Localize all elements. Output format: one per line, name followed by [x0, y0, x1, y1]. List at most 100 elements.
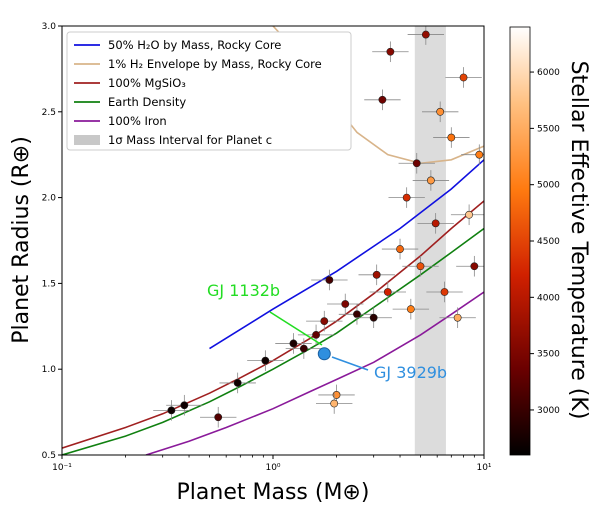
point-marker [447, 133, 456, 142]
colorbar-tick-label: 4000 [537, 293, 560, 303]
point-marker [402, 193, 411, 202]
data-points [153, 26, 484, 428]
legend-box [66, 31, 352, 151]
data-point [153, 400, 190, 421]
point-marker [180, 401, 189, 410]
point-marker [312, 330, 320, 339]
point-marker [412, 159, 421, 168]
point-marker [475, 150, 484, 159]
point-marker [396, 245, 404, 253]
data-point [461, 144, 484, 165]
y-axis-ticks: 0.5 1.0 1.5 2.0 2.5 3.0 [42, 22, 62, 461]
colorbar-tick-label: 3500 [537, 350, 560, 360]
model-curve-2 [62, 200, 484, 449]
point-marker [353, 310, 361, 319]
mass-interval-band [414, 26, 446, 455]
colorbar-tick-label: 4500 [537, 237, 560, 247]
data-point [275, 333, 312, 354]
data-point [306, 310, 343, 332]
point-marker [214, 413, 223, 422]
point-marker [406, 305, 415, 314]
point-marker [330, 399, 339, 408]
point-marker [233, 379, 242, 387]
data-point [327, 293, 364, 315]
data-point [358, 264, 395, 286]
data-point [316, 393, 353, 414]
data-point [369, 281, 407, 303]
point-marker [465, 210, 474, 219]
plot-area: 10⁻¹ 10⁰ 10¹ 0.5 1.0 1.5 2.0 2.5 3.0 [42, 22, 492, 473]
data-point [166, 394, 203, 416]
data-point [297, 324, 335, 346]
data-point [285, 338, 323, 359]
legend: 50% H₂O by Mass, Rocky Core 1% H₂ Envelop… [66, 31, 352, 151]
data-point [417, 213, 454, 234]
colorbar-tick-label: 6000 [537, 68, 560, 78]
data-point [426, 281, 463, 303]
point-marker [440, 288, 449, 296]
legend-label: Earth Density [108, 95, 186, 109]
y-tick-label: 1.5 [42, 279, 56, 289]
data-point [450, 204, 484, 226]
y-tick-label: 0.5 [42, 451, 56, 461]
point-marker [325, 276, 334, 284]
point-marker [386, 47, 395, 56]
data-point [364, 89, 401, 111]
data-point [398, 152, 435, 174]
colorbar-ticks: 3000 3500 4000 4500 5000 5500 6000 [530, 68, 560, 416]
colorbar: 3000 3500 4000 4500 5000 5500 6000 Stellar Eff… [509, 26, 591, 456]
data-point [412, 170, 450, 191]
point-marker [431, 219, 440, 228]
point-marker [341, 300, 350, 308]
point-marker [167, 406, 176, 415]
colorbar-tick-label: 3000 [537, 406, 560, 416]
data-point [381, 238, 419, 260]
point-marker [378, 95, 387, 104]
point-marker [332, 391, 341, 399]
legend-label: 100% MgSiO₃ [108, 76, 186, 90]
point-marker [453, 313, 462, 322]
gj3929b-label: GJ 3929b [374, 363, 447, 382]
colorbar-tick-label: 5000 [537, 181, 560, 191]
point-marker [289, 339, 298, 348]
model-curve-0 [209, 159, 484, 350]
x-axis-ticks: 10⁻¹ 10⁰ 10¹ [52, 455, 492, 473]
data-point [407, 26, 445, 45]
point-marker [320, 317, 329, 326]
x-tick-label: 10⁻¹ [52, 463, 72, 473]
gj3929b-arrow [331, 356, 369, 371]
highlighted-point-0 [317, 347, 331, 361]
model-curve-4 [145, 291, 484, 455]
data-point [439, 307, 476, 329]
data-point [200, 406, 237, 428]
point-marker [369, 313, 378, 322]
point-marker [261, 356, 270, 365]
y-tick-label: 3.0 [42, 22, 57, 32]
data-point [456, 255, 484, 277]
x-tick-label: 10¹ [476, 463, 491, 473]
data-point [445, 67, 482, 88]
point-marker [470, 262, 479, 271]
legend-label: 50% H₂O by Mass, Rocky Core [108, 38, 281, 52]
data-point [355, 307, 392, 329]
legend-swatch [74, 135, 100, 145]
point-marker [383, 288, 392, 296]
y-tick-label: 2.5 [42, 108, 56, 118]
data-point [402, 255, 439, 277]
x-tick-label: 10⁰ [265, 463, 280, 473]
data-point [219, 372, 256, 394]
point-marker [426, 176, 435, 185]
data-point [433, 127, 470, 148]
legend-label: 1% H₂ Envelope by Mass, Rocky Core [108, 57, 322, 71]
colorbar-gradient [509, 26, 531, 456]
point-marker [436, 107, 445, 116]
point-marker [459, 73, 468, 82]
x-axis-label: Planet Mass (M⊕) [177, 480, 370, 505]
model-curve-3 [62, 227, 484, 455]
data-point [372, 41, 409, 63]
data-point [422, 101, 459, 123]
y-tick-label: 1.0 [42, 365, 57, 375]
point-marker [416, 262, 425, 271]
data-point [311, 269, 348, 291]
data-point [392, 298, 430, 320]
